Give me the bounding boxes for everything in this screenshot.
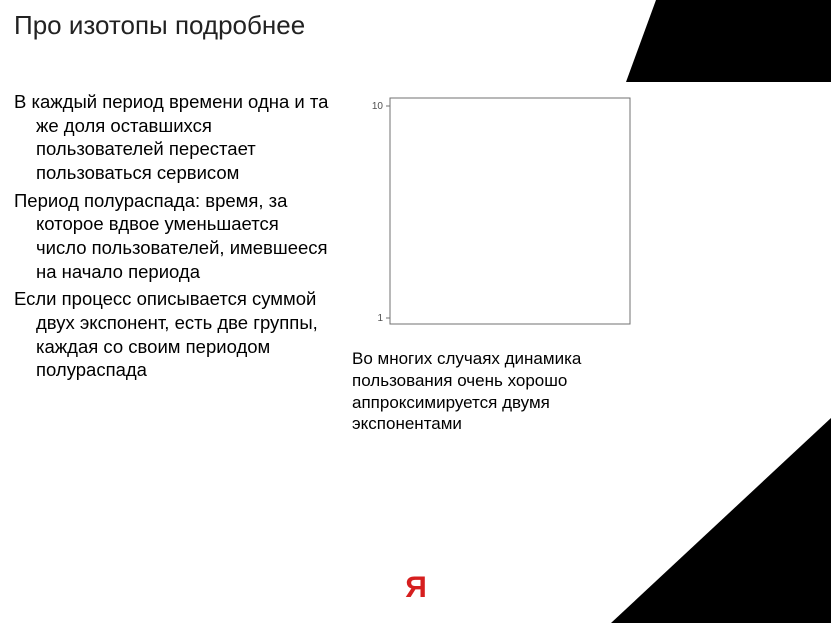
paragraph-1: В каждый период времени одна и та же дол…	[14, 90, 334, 185]
svg-text:10: 10	[372, 101, 384, 112]
chart: 10 1	[352, 90, 636, 330]
chart-svg: 10 1	[352, 90, 636, 330]
decor-bottom-shape	[611, 418, 831, 623]
chart-caption: Во многих случаях динамика пользования о…	[352, 348, 627, 435]
svg-text:1: 1	[377, 313, 383, 324]
paragraph-3: Если процесс описывается суммой двух экс…	[14, 287, 334, 382]
body-text: В каждый период времени одна и та же дол…	[14, 90, 334, 386]
decor-top-shape	[626, 0, 831, 82]
yandex-logo-icon: Я	[405, 571, 426, 605]
paragraph-2: Период полураспада: время, за которое вд…	[14, 189, 334, 284]
slide-title: Про изотопы подробнее	[14, 10, 305, 41]
